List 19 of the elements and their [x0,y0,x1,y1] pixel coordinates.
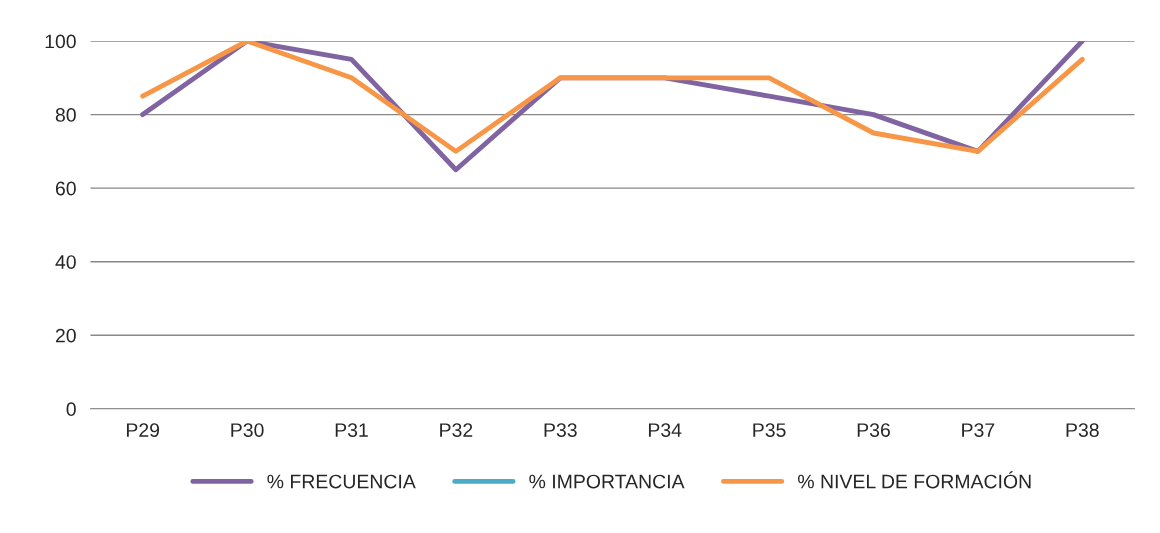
y-tick-label: 60 [55,181,76,196]
y-tick-label: 0 [66,402,76,417]
legend-label: % FRECUENCIA [267,474,416,489]
x-tick-label: P31 [335,423,368,437]
y-tick-label: 80 [55,108,76,122]
x-tick-label: P37 [962,423,995,437]
x-tick-label: P38 [1066,423,1099,437]
x-tick-label: P32 [440,423,473,437]
x-tick-label: P34 [648,423,682,437]
legend-label: % IMPORTANCIA [529,474,685,489]
y-tick-label: 100 [45,34,76,49]
x-tick-label: P29 [126,423,160,437]
x-tick-label: P33 [544,423,577,437]
x-tick-label: P36 [857,423,890,437]
x-tick-label: P30 [231,423,264,437]
y-tick-label: 40 [55,255,76,269]
legend-label: % NIVEL DE FORMACIÓN [798,471,1031,489]
y-tick-label: 20 [55,328,76,343]
x-tick-label: P35 [753,423,786,437]
